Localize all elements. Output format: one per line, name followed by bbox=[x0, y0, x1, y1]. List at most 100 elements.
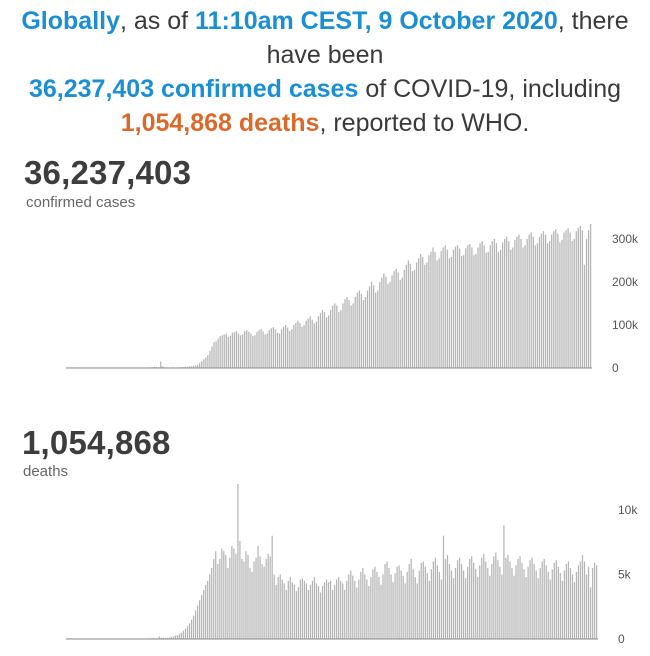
deaths-bar[interactable] bbox=[263, 566, 265, 639]
cases-bar[interactable] bbox=[440, 250, 442, 368]
deaths-bar[interactable] bbox=[505, 557, 507, 640]
deaths-bar[interactable] bbox=[555, 560, 557, 639]
deaths-bar[interactable] bbox=[356, 587, 358, 639]
cases-bar[interactable] bbox=[225, 333, 227, 368]
cases-bar[interactable] bbox=[344, 299, 346, 368]
deaths-bar[interactable] bbox=[160, 637, 162, 639]
cases-bar[interactable] bbox=[295, 322, 297, 368]
deaths-bar[interactable] bbox=[503, 525, 505, 639]
deaths-bar[interactable] bbox=[372, 569, 374, 639]
deaths-bar[interactable] bbox=[567, 561, 570, 640]
cases-bar[interactable] bbox=[237, 333, 240, 368]
cases-bar[interactable] bbox=[299, 323, 301, 368]
deaths-bar[interactable] bbox=[440, 579, 443, 639]
deaths-bar[interactable] bbox=[350, 570, 352, 639]
cases-bar[interactable] bbox=[325, 317, 328, 368]
cases-bar[interactable] bbox=[389, 281, 391, 368]
deaths-bar[interactable] bbox=[309, 584, 312, 639]
cases-bar[interactable] bbox=[569, 232, 571, 368]
deaths-bar[interactable] bbox=[382, 574, 384, 639]
cases-bar[interactable] bbox=[252, 336, 254, 368]
cases-bar[interactable] bbox=[399, 279, 401, 368]
cases-bar[interactable] bbox=[499, 249, 502, 368]
deaths-bar[interactable] bbox=[321, 586, 324, 639]
cases-bar[interactable] bbox=[227, 337, 229, 368]
cases-bar[interactable] bbox=[215, 341, 217, 368]
cases-bar[interactable] bbox=[589, 223, 592, 368]
deaths-bar[interactable] bbox=[346, 580, 348, 640]
deaths-bar[interactable] bbox=[549, 579, 551, 639]
deaths-bar[interactable] bbox=[152, 637, 154, 639]
deaths-bar[interactable] bbox=[384, 564, 386, 639]
deaths-bar[interactable] bbox=[448, 564, 451, 639]
cases-bar[interactable] bbox=[239, 335, 242, 368]
cases-bar[interactable] bbox=[546, 243, 549, 368]
cases-bar[interactable] bbox=[553, 231, 555, 368]
deaths-bar[interactable] bbox=[477, 577, 479, 639]
cases-bar[interactable] bbox=[362, 300, 365, 368]
deaths-bar[interactable] bbox=[442, 535, 445, 639]
deaths-bar[interactable] bbox=[507, 555, 509, 639]
deaths-bar[interactable] bbox=[426, 573, 428, 640]
deaths-bar[interactable] bbox=[585, 574, 588, 639]
cases-bar[interactable] bbox=[477, 247, 479, 368]
cases-bar[interactable] bbox=[375, 292, 377, 368]
deaths-bar[interactable] bbox=[390, 574, 392, 639]
deaths-bar[interactable] bbox=[158, 636, 160, 639]
cases-bar[interactable] bbox=[395, 269, 397, 368]
cases-bar[interactable] bbox=[387, 284, 389, 368]
deaths-bar[interactable] bbox=[553, 562, 555, 639]
deaths-bar[interactable] bbox=[473, 562, 475, 639]
deaths-bar[interactable] bbox=[289, 577, 291, 639]
cases-bar[interactable] bbox=[160, 361, 162, 368]
deaths-bar[interactable] bbox=[271, 535, 273, 639]
cases-bar[interactable] bbox=[557, 233, 559, 368]
deaths-bar[interactable] bbox=[342, 583, 344, 639]
cases-bar[interactable] bbox=[317, 316, 320, 368]
cases-bar[interactable] bbox=[475, 253, 477, 368]
cases-bar[interactable] bbox=[551, 234, 553, 368]
deaths-bar[interactable] bbox=[255, 557, 257, 640]
deaths-bar[interactable] bbox=[352, 575, 354, 639]
deaths-bar[interactable] bbox=[281, 579, 283, 639]
cases-bar[interactable] bbox=[413, 269, 416, 368]
cases-bar[interactable] bbox=[432, 247, 434, 368]
cases-bar[interactable] bbox=[282, 326, 285, 368]
cases-bar[interactable] bbox=[518, 234, 520, 368]
deaths-bar[interactable] bbox=[297, 587, 299, 639]
cases-bar[interactable] bbox=[233, 331, 236, 368]
cases-bar[interactable] bbox=[530, 232, 532, 368]
cases-bar[interactable] bbox=[407, 260, 410, 368]
deaths-bar[interactable] bbox=[491, 564, 493, 639]
deaths-bar[interactable] bbox=[541, 561, 543, 640]
cases-bar[interactable] bbox=[583, 264, 586, 368]
cases-bar[interactable] bbox=[508, 241, 510, 368]
cases-bar[interactable] bbox=[493, 238, 496, 368]
cases-bar[interactable] bbox=[403, 269, 405, 368]
cases-bar[interactable] bbox=[184, 366, 186, 368]
cases-bar[interactable] bbox=[381, 277, 383, 368]
deaths-bar[interactable] bbox=[221, 548, 223, 639]
cases-bar[interactable] bbox=[577, 228, 579, 368]
cases-bar[interactable] bbox=[285, 324, 287, 368]
deaths-bar[interactable] bbox=[591, 567, 594, 639]
cases-bar[interactable] bbox=[319, 312, 322, 368]
deaths-bar[interactable] bbox=[557, 566, 559, 639]
deaths-bar[interactable] bbox=[495, 552, 497, 639]
headline-globally[interactable]: Globally bbox=[21, 7, 120, 35]
deaths-bar[interactable] bbox=[430, 569, 432, 639]
cases-bar[interactable] bbox=[379, 281, 381, 368]
cases-bar[interactable] bbox=[254, 335, 256, 368]
deaths-bar[interactable] bbox=[380, 584, 382, 639]
cases-bar[interactable] bbox=[211, 346, 213, 368]
cases-bar[interactable] bbox=[327, 315, 330, 369]
cases-bar[interactable] bbox=[434, 251, 436, 368]
deaths-bar[interactable] bbox=[360, 571, 362, 639]
deaths-bar[interactable] bbox=[319, 592, 322, 640]
cases-bar[interactable] bbox=[542, 231, 545, 368]
cases-bar[interactable] bbox=[587, 230, 590, 368]
deaths-bar[interactable] bbox=[267, 553, 269, 639]
cases-bar[interactable] bbox=[356, 292, 358, 368]
deaths-bar[interactable] bbox=[452, 578, 455, 639]
deaths-bar[interactable] bbox=[424, 566, 426, 639]
